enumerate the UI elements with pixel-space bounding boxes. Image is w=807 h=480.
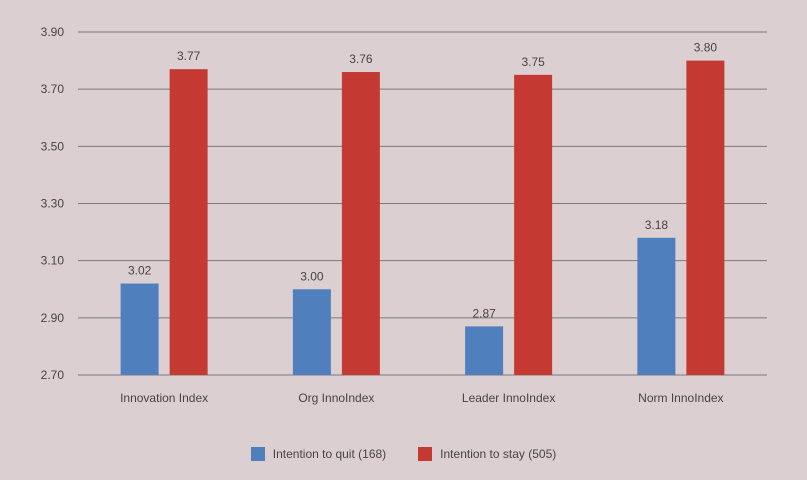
data-label: 3.76 (349, 52, 373, 66)
data-label: 3.02 (128, 264, 152, 278)
legend: Intention to quit (168) Intention to sta… (0, 447, 807, 461)
bars (120, 60, 725, 376)
data-label: 3.00 (300, 269, 324, 283)
y-tick-label: 3.50 (41, 139, 65, 153)
bar-quit-1 (292, 289, 331, 375)
y-tick-label: 3.70 (41, 82, 65, 96)
legend-item-stay: Intention to stay (505) (418, 447, 556, 461)
y-axis-ticks: 2.70 2.90 3.10 3.30 3.50 3.70 3.90 (41, 25, 65, 382)
x-axis-categories: Innovation Index Org InnoIndex Leader Inno… (120, 391, 723, 405)
bar-stay-1 (341, 72, 380, 376)
bar-stay-3 (686, 60, 725, 375)
x-category-label: Leader InnoIndex (462, 391, 555, 405)
bar-chart: 2.702.903.103.303.503.703.90 3.023.773.0… (41, 25, 767, 405)
data-label: 2.87 (472, 306, 496, 320)
bar-quit-3 (637, 237, 676, 375)
legend-label-quit: Intention to quit (168) (272, 447, 387, 461)
x-category-label: Innovation Index (120, 391, 208, 405)
x-category-label: Org InnoIndex (298, 391, 374, 405)
data-label: 3.80 (694, 41, 718, 55)
bar-stay-0 (169, 69, 208, 376)
bar-quit-2 (465, 326, 504, 375)
y-tick-label: 3.90 (41, 25, 65, 39)
y-tick-label: 2.90 (41, 311, 65, 325)
legend-swatch-quit (250, 447, 265, 461)
y-tick-label: 3.10 (41, 254, 65, 268)
data-label: 3.18 (645, 218, 669, 232)
data-labels: 3.02 3.77 3.00 3.76 2.87 3.75 3.18 3.80 (128, 41, 717, 321)
x-category-label: Norm InnoIndex (638, 391, 723, 405)
legend-item-quit: Intention to quit (168) (250, 447, 387, 461)
data-label: 3.75 (521, 55, 545, 69)
y-tick-label: 3.30 (41, 197, 65, 211)
data-label: 3.77 (177, 49, 201, 63)
y-tick-label: 2.70 (41, 368, 65, 382)
legend-label-stay: Intention to stay (505) (440, 447, 557, 461)
bar-quit-0 (120, 283, 159, 375)
legend-swatch-stay (418, 447, 433, 461)
bar-stay-2 (514, 74, 553, 375)
